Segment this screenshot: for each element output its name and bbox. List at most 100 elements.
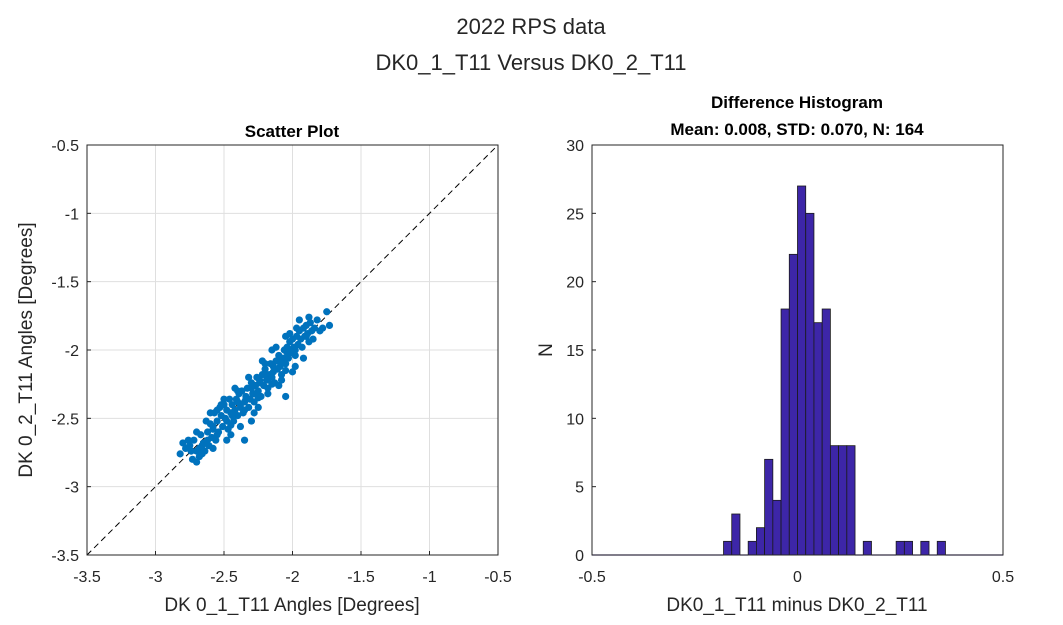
histogram-x-ticks: -0.5 0 0.5 [578,551,1014,586]
histogram-x-tick-label: 0.5 [992,569,1014,586]
figure-title-line1: 2022 RPS data [456,14,606,39]
scatter-point [256,379,264,387]
scatter-point [295,316,303,324]
scatter-point [291,362,299,370]
histogram-frame [591,144,1004,556]
scatter-point [231,384,239,392]
scatter-point [184,436,192,444]
scatter-point [228,401,236,409]
scatter-y-ticks: -3.5 -3 -2.5 -2 -1.5 -1 -0.5 [51,138,91,565]
scatter-point [305,313,313,321]
scatter-point [245,373,253,381]
scatter-x-tick-label: -1.5 [347,569,375,586]
scatter-x-tick-label: -3 [148,569,162,586]
histogram-y-tick-label: 10 [566,411,584,428]
scatter-point [302,332,310,340]
scatter-x-ticks: -3.5 -3 -2.5 -2 -1.5 -1 -0.5 [73,551,512,586]
histogram-x-label: DK0_1_T11 minus DK0_2_T11 [666,595,927,616]
histogram-bar [903,540,913,556]
scatter-point [288,368,297,376]
histogram-plot: Difference Histogram Mean: 0.008, STD: 0… [536,93,1014,616]
scatter-point [277,360,286,368]
scatter-point [250,390,258,398]
scatter-x-tick-label: -3.5 [73,569,101,586]
scatter-point [264,390,272,398]
histogram-y-tick-label: 15 [566,343,584,360]
histogram-title-line1: Difference Histogram [711,93,883,112]
scatter-point [234,398,242,406]
scatter-point [220,395,228,403]
histogram-bar [821,308,831,556]
scatter-title: Scatter Plot [245,122,340,141]
scatter-point [236,422,245,431]
histogram-x-tick-label: -0.5 [578,569,606,586]
histogram-y-tick-label: 20 [566,275,584,292]
histogram-y-tick-label: 0 [575,548,584,565]
scatter-point [227,431,235,439]
scatter-point [193,428,201,436]
scatter-point [198,442,206,450]
scatter-point [323,308,331,316]
scatter-y-tick-label: -1.5 [51,275,79,292]
scatter-point [286,330,294,338]
scatter-point [247,417,255,425]
histogram-bar [772,499,782,556]
scatter-point [202,417,210,425]
scatter-point [217,401,225,409]
scatter-point [223,436,231,444]
histogram-bar [829,445,840,556]
scatter-point [298,343,306,351]
histogram-bar [936,540,946,556]
scatter-point [282,366,290,375]
scatter-point [187,447,195,455]
scatter-x-label: DK 0_1_T11 Angles [Degrees] [164,595,419,616]
scatter-point [209,444,217,452]
scatter-point [313,316,321,324]
scatter-point [228,412,236,420]
scatter-y-tick-label: -0.5 [51,138,79,155]
scatter-point [306,319,314,327]
scatter-point [250,409,258,417]
scatter-point [275,381,283,390]
scatter-point [247,384,255,392]
scatter-point [236,403,245,411]
scatter-point [193,458,201,466]
histogram-bar [723,540,733,556]
scatter-frame [86,144,499,556]
scatter-point [201,447,209,455]
histogram-bar [920,540,930,556]
scatter-y-tick-label: -2.5 [51,411,79,428]
histogram-x-tick-label: 0 [793,569,802,586]
histogram-title-line2: Mean: 0.008, STD: 0.070, N: 164 [670,120,924,139]
scatter-point [282,392,290,401]
scatter-point [212,436,220,444]
histogram-bar [895,540,905,556]
histogram-bar [862,540,872,556]
histogram-bar [788,253,798,556]
scatter-point [195,453,203,461]
scatter-point [299,354,308,362]
scatter-point [225,395,234,403]
histogram-y-label: N [536,343,557,357]
scatter-point [213,406,221,414]
scatter-y-tick-label: -2 [65,343,79,360]
scatter-point [223,417,231,425]
histogram-y-tick-label: 5 [575,480,584,497]
figure-title-line2: DK0_1_T11 Versus DK0_2_T11 [375,50,686,75]
scatter-point [190,436,198,444]
histogram-y-tick-label: 25 [566,206,584,223]
scatter-points [176,308,334,466]
scatter-point [272,343,280,351]
histogram-bar [805,212,815,556]
histogram-bars [592,185,1003,556]
scatter-point [284,354,292,362]
scatter-point [179,439,187,447]
scatter-point [291,351,299,360]
scatter-point [254,403,262,411]
histogram-y-ticks: 0 5 10 15 20 25 30 [566,138,596,565]
scatter-point [283,343,291,351]
scatter-point [242,395,250,403]
histogram-bar [797,185,807,556]
scatter-point [186,442,194,450]
